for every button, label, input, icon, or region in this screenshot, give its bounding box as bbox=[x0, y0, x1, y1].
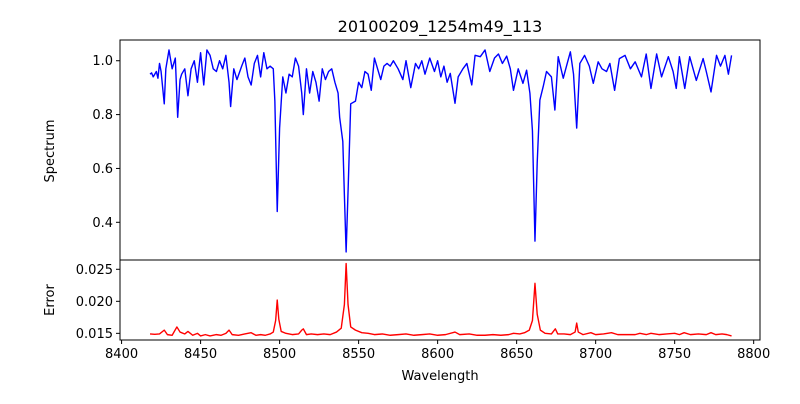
x-tick-label: 8600 bbox=[421, 347, 454, 362]
x-tick-label: 8500 bbox=[263, 347, 296, 362]
x-tick-label: 8450 bbox=[184, 347, 217, 362]
error-y-tick-label: 0.025 bbox=[76, 263, 113, 278]
x-tick-label: 8400 bbox=[105, 347, 138, 362]
error-y-tick-label: 0.020 bbox=[76, 295, 113, 310]
spectrum-series-line bbox=[149, 49, 733, 253]
error-axes: 0.015 0.020 0.025 8400 8450 8500 8550 8600 8650 8… bbox=[76, 259, 770, 362]
x-tick-label: 8750 bbox=[658, 347, 691, 362]
x-axis-label: Wavelength bbox=[401, 369, 478, 384]
chart-title: 20100209_1254m49_113 bbox=[338, 17, 543, 37]
error-series-line bbox=[149, 262, 732, 337]
x-tick-label: 8650 bbox=[500, 347, 533, 362]
x-tick-label: 8800 bbox=[737, 347, 770, 362]
error-y-tick-label: 0.015 bbox=[76, 327, 113, 342]
spectrum-y-tick-label: 1.0 bbox=[92, 54, 113, 69]
x-tick-label: 8700 bbox=[579, 347, 612, 362]
x-tick-label: 8550 bbox=[342, 347, 375, 362]
spectrum-y-tick-label: 0.8 bbox=[92, 108, 113, 123]
spectrum-y-tick-label: 0.4 bbox=[92, 216, 113, 231]
y-axis-label-spectrum: Spectrum bbox=[43, 120, 58, 183]
error-axes-frame bbox=[119, 259, 761, 341]
y-axis-label-error: Error bbox=[43, 284, 58, 316]
spectrum-axes: 0.4 0.6 0.8 1.0 bbox=[92, 39, 761, 261]
spectrum-y-tick-label: 0.6 bbox=[92, 162, 113, 177]
